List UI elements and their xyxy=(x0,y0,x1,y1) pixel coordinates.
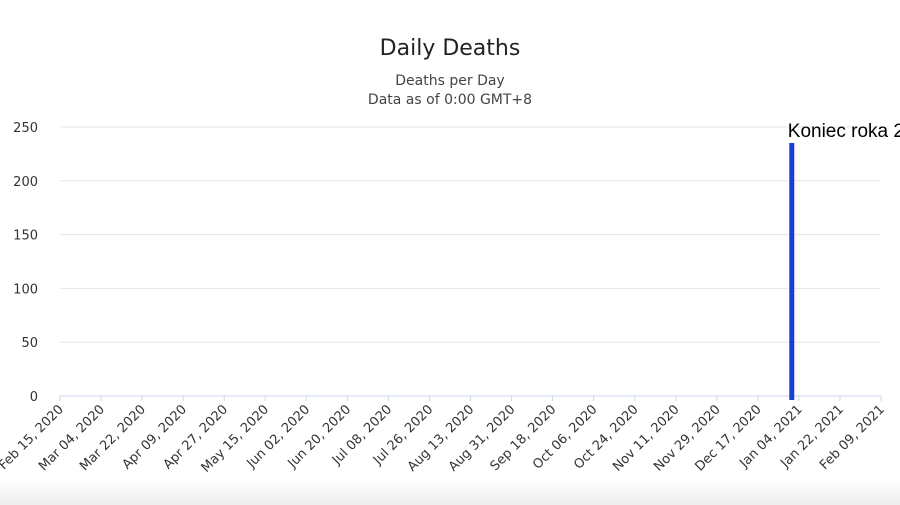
annotation-label: Koniec roka 2 xyxy=(788,121,900,142)
bottom-fade-bar xyxy=(0,478,900,505)
chart-subtitle-line-1: Deaths per Day xyxy=(395,73,505,89)
y-tick-label: 100 xyxy=(13,282,38,297)
chart-title: Daily Deaths xyxy=(379,36,521,61)
y-tick-label: 0 xyxy=(30,390,38,405)
annotation-line xyxy=(789,143,795,400)
chart-subtitle-line-2: Data as of 0:00 GMT+8 xyxy=(367,92,533,108)
y-tick-label: 250 xyxy=(13,121,38,136)
y-tick-label: 50 xyxy=(21,336,38,351)
y-tick-label: 150 xyxy=(13,229,38,244)
y-tick-label: 200 xyxy=(13,175,38,190)
